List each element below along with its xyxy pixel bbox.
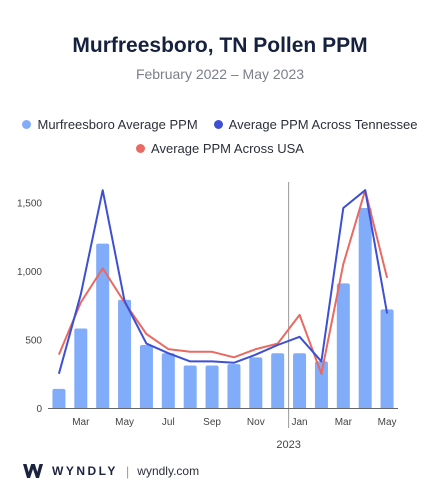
footer-separator: | [125,463,130,479]
y-tick-label: 500 [25,336,42,347]
bar [336,283,350,408]
bar [358,208,372,408]
chart-subtitle: February 2022 – May 2023 [135,66,305,82]
legend-label-tennessee: Average PPM Across Tennessee [228,117,418,132]
legend-marker-tennessee [213,120,223,129]
bar [96,243,110,408]
chart-title: Murfreesboro, TN Pollen PPM [72,34,368,57]
bar [271,353,285,408]
bar [118,299,132,408]
legend-marker-bar [22,120,32,129]
footer: WYNDLY | wyndly.com [22,463,199,479]
legend-item-usa: Average PPM Across USA [136,141,304,156]
x-tick-label: Mar [335,417,353,428]
bar [293,353,307,408]
bar [161,353,175,408]
legend-label-usa: Average PPM Across USA [151,141,304,156]
bar [139,344,153,408]
tennessee-line [57,189,389,375]
legend-row-2: Average PPM Across USA [0,141,440,156]
bar [314,361,328,408]
legend-row-1: Murfreesboro Average PPM Average PPM Acr… [0,117,440,132]
x-tick-label: Jan [292,417,308,428]
y-tick-label: 1,500 [17,199,42,210]
x-tick-label: Nov [247,417,265,428]
x-tick-label: Sep [203,417,221,428]
x-tick-label: Jul [162,417,175,428]
bar [227,364,241,408]
usa-line [57,189,389,375]
legend-item-murfreesboro: Murfreesboro Average PPM [22,117,198,132]
bar [380,309,394,408]
legend-label-murfreesboro: Murfreesboro Average PPM [37,117,198,132]
y-tick-label: 1,000 [17,267,42,278]
bar [249,357,263,408]
y-tick-label: 0 [36,404,42,415]
x-tick-label: Mar [72,417,90,428]
bar [52,388,66,408]
legend-marker-usa [136,144,146,153]
year-label: 2023 [276,439,300,451]
footer-site-link[interactable]: wyndly.com [137,464,200,478]
x-tick-label: May [378,417,397,428]
x-tick-label: May [115,417,134,428]
wyndly-logo-icon [23,464,43,478]
bar [205,365,219,408]
bar [183,365,197,408]
legend-item-tennessee: Average PPM Across Tennessee [213,117,418,132]
brand-name: WYNDLY [52,464,118,478]
bar [74,328,88,408]
